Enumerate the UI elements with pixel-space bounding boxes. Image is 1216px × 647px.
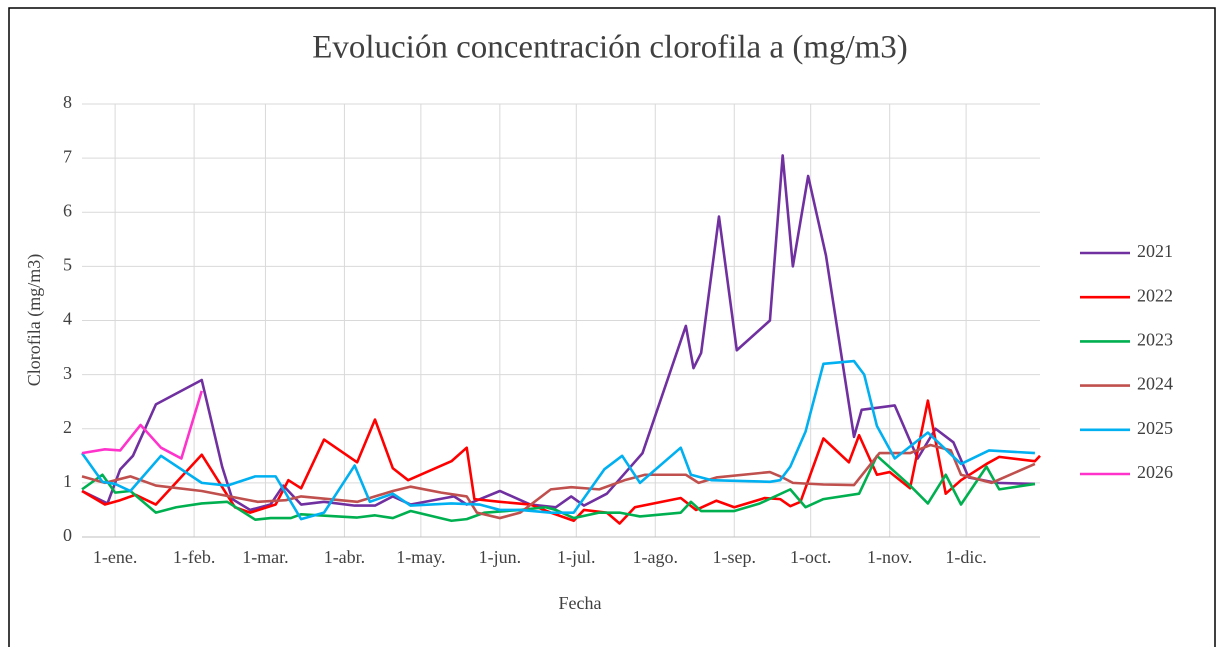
y-tick-label: 8	[63, 92, 72, 112]
x-axis-title: Fecha	[559, 593, 602, 613]
chart-frame	[8, 7, 1216, 647]
y-tick-label: 0	[63, 525, 72, 545]
y-tick-label: 2	[63, 417, 72, 437]
legend-label: 2021	[1137, 241, 1173, 261]
legend-label: 2023	[1137, 330, 1173, 350]
y-tick-label: 5	[63, 255, 72, 275]
x-tick-label: 1-oct.	[790, 547, 831, 567]
y-tick-label: 6	[63, 200, 72, 220]
legend-label: 2024	[1137, 374, 1173, 394]
y-axis-title: Clorofila (mg/m3)	[24, 254, 45, 386]
x-tick-label: 1-may.	[396, 547, 445, 567]
x-tick-label: 1-abr.	[324, 547, 365, 567]
x-tick-label: 1-jun.	[479, 547, 522, 567]
x-tick-label: 1-nov.	[867, 547, 912, 567]
y-tick-label: 3	[63, 363, 72, 383]
series-line	[80, 359, 1035, 521]
x-tick-label: 1-jul.	[557, 547, 596, 567]
legend-label: 2026	[1137, 462, 1173, 482]
x-tick-label: 1-feb.	[173, 547, 215, 567]
x-tick-label: 1-mar.	[242, 547, 289, 567]
chart-title: Evolución concentración clorofila a (mg/…	[312, 30, 908, 66]
x-tick-label: 1-sep.	[713, 547, 757, 567]
series-line	[81, 154, 1035, 512]
series-line	[81, 399, 1041, 525]
series-line	[81, 390, 203, 460]
y-tick-label: 7	[63, 146, 72, 166]
series-line	[81, 443, 1036, 520]
x-tick-label: 1-ago.	[633, 547, 678, 567]
legend-label: 2025	[1137, 418, 1173, 438]
x-tick-label: 1-dic.	[945, 547, 986, 567]
y-tick-label: 1	[63, 471, 72, 491]
y-tick-label: 4	[63, 309, 72, 329]
x-tick-label: 1-ene.	[93, 547, 137, 567]
legend-label: 2022	[1137, 285, 1173, 305]
